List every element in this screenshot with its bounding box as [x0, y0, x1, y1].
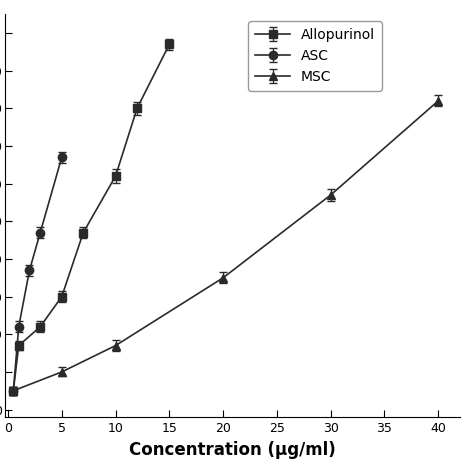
X-axis label: Concentration (μg/ml): Concentration (μg/ml): [129, 440, 336, 458]
Legend: Allopurinol, ASC, MSC: Allopurinol, ASC, MSC: [248, 21, 382, 91]
